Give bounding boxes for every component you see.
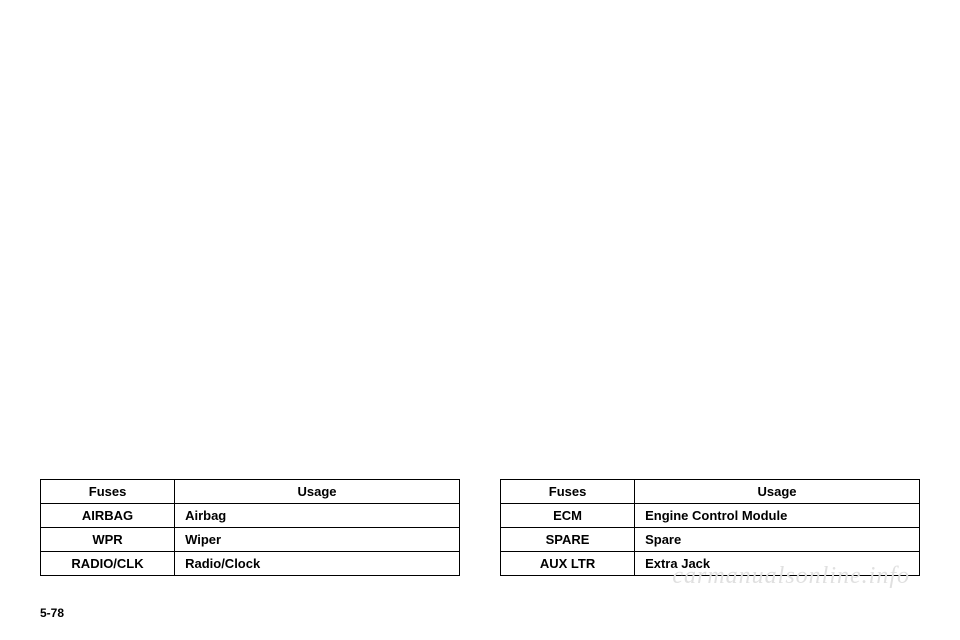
- fuse-name: RADIO/CLK: [41, 552, 175, 576]
- fuse-name: WPR: [41, 528, 175, 552]
- page-number: 5-78: [40, 606, 920, 620]
- fuse-usage: Engine Control Module: [635, 504, 920, 528]
- fuse-usage: Wiper: [175, 528, 460, 552]
- table-header-row: Fuses Usage: [501, 480, 920, 504]
- page-content: Fuses Usage AIRBAG Airbag WPR Wiper RADI…: [0, 479, 960, 620]
- table-row: RADIO/CLK Radio/Clock: [41, 552, 460, 576]
- fuse-usage: Radio/Clock: [175, 552, 460, 576]
- tables-container: Fuses Usage AIRBAG Airbag WPR Wiper RADI…: [40, 479, 920, 576]
- fuse-table-left: Fuses Usage AIRBAG Airbag WPR Wiper RADI…: [40, 479, 460, 576]
- header-usage: Usage: [635, 480, 920, 504]
- fuse-name: ECM: [501, 504, 635, 528]
- table-row: SPARE Spare: [501, 528, 920, 552]
- fuse-usage: Airbag: [175, 504, 460, 528]
- fuse-table-right: Fuses Usage ECM Engine Control Module SP…: [500, 479, 920, 576]
- header-fuses: Fuses: [41, 480, 175, 504]
- table-row: WPR Wiper: [41, 528, 460, 552]
- table-header-row: Fuses Usage: [41, 480, 460, 504]
- watermark: carmanualsonline.info: [672, 563, 910, 590]
- fuse-usage: Spare: [635, 528, 920, 552]
- fuse-name: SPARE: [501, 528, 635, 552]
- table-row: ECM Engine Control Module: [501, 504, 920, 528]
- header-fuses: Fuses: [501, 480, 635, 504]
- fuse-name: AUX LTR: [501, 552, 635, 576]
- fuse-name: AIRBAG: [41, 504, 175, 528]
- header-usage: Usage: [175, 480, 460, 504]
- table-row: AIRBAG Airbag: [41, 504, 460, 528]
